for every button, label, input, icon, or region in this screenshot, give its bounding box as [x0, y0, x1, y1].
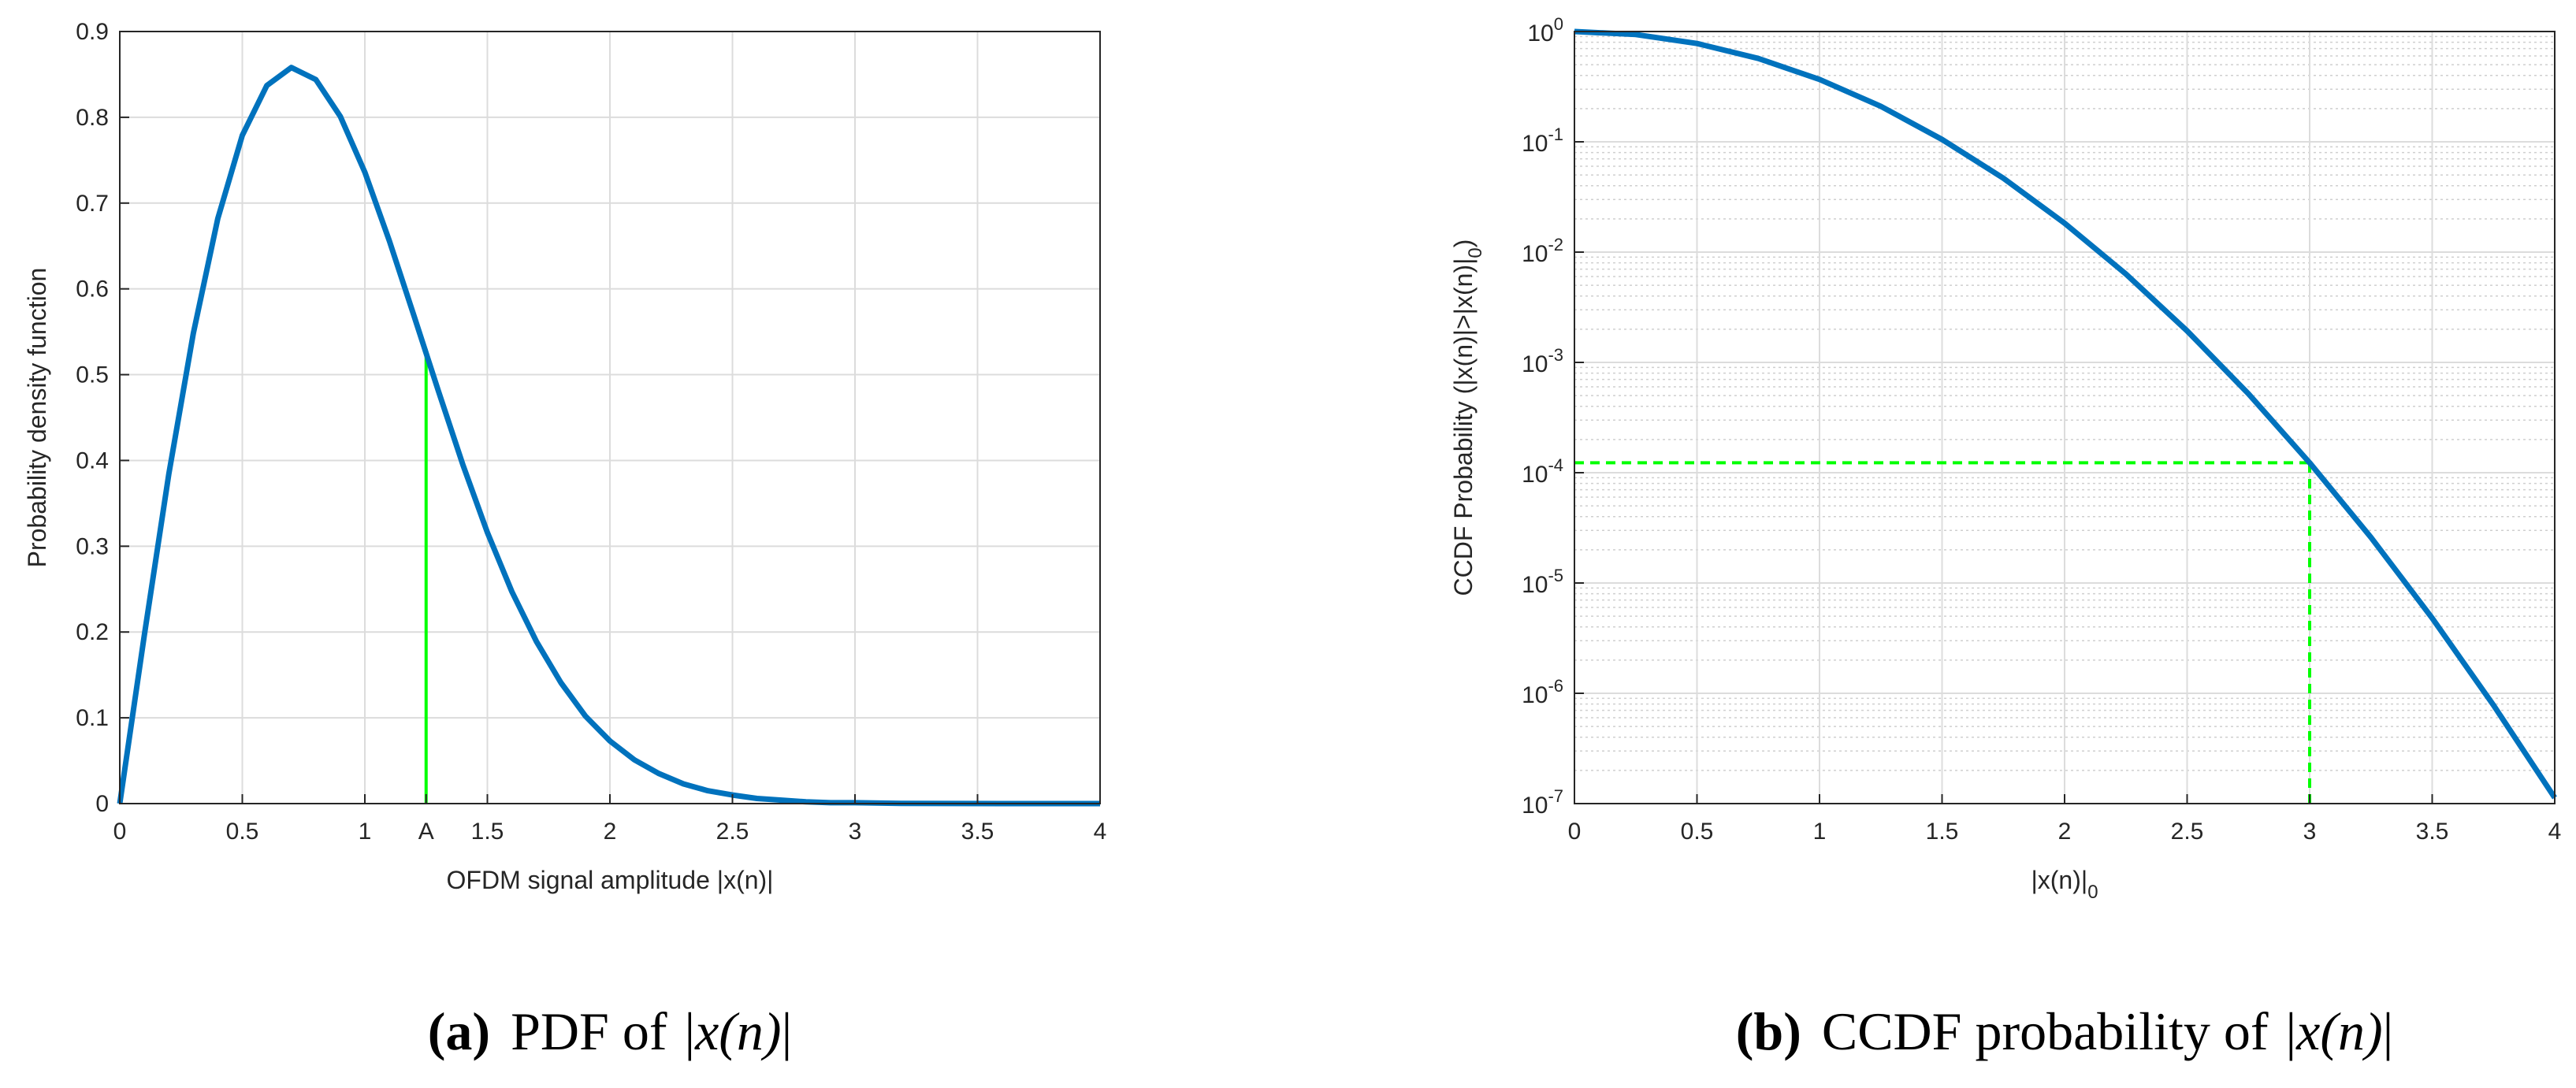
ccdf-x-tick-label: 1.5 [1926, 819, 1959, 845]
ccdf-y-tick-exponent: -7 [1548, 786, 1563, 806]
caption-a-math-right: | [782, 1001, 793, 1061]
pdf-y-tick-label: 0.5 [76, 362, 109, 388]
pdf-y-axis-label: Probability density function [23, 268, 51, 568]
ccdf-annotations [1574, 461, 2311, 804]
ccdf-y-tick-label: 10-2 [1522, 235, 1563, 267]
pdf-y-tick-label: 0.8 [76, 105, 109, 131]
caption-a-tag: (a) [428, 1001, 490, 1061]
ccdf-y-axis-label-suffix: ) [1449, 240, 1478, 248]
ccdf-y-tick-label: 100 [1527, 14, 1563, 46]
pdf-x-tick-label: 0.5 [226, 819, 259, 845]
ccdf-y-tick-label: 10-7 [1522, 786, 1563, 819]
ccdf-y-tick-base: 10 [1522, 241, 1548, 267]
pdf-x-tick-label: 3.5 [961, 819, 994, 845]
ccdf-x-tick-label: 1 [1813, 819, 1827, 845]
pdf-x-tick-label: 1 [359, 819, 372, 845]
ccdf-y-axis-label-subscript: 0 [1465, 247, 1486, 258]
pdf-x-tick-label: 2 [604, 819, 617, 845]
ccdf-x-tick-label: 3.5 [2416, 819, 2449, 845]
pdf-y-tick-label: 0.9 [76, 19, 109, 45]
ccdf-y-tick-label: 10-5 [1522, 566, 1563, 598]
pdf-y-tick-label: 0.4 [76, 447, 109, 473]
pdf-x-tick-label: 1.5 [471, 819, 504, 845]
ccdf-y-tick-exponent: -1 [1548, 124, 1563, 144]
ccdf-y-tick-label: 10-4 [1522, 455, 1563, 488]
ccdf-x-tick-label: 3 [2303, 819, 2317, 845]
ccdf-x-tick-label: 0.5 [1681, 819, 1714, 845]
ccdf-y-tick-exponent: -4 [1548, 455, 1563, 475]
ccdf-y-tick-label: 10-6 [1522, 676, 1563, 708]
pdf-x-tick-label: A [418, 819, 434, 845]
ccdf-y-tick-exponent: -2 [1548, 235, 1563, 254]
pdf-x-tick-label: 0 [113, 819, 127, 845]
caption-a-text: PDF of [511, 1001, 667, 1061]
caption-b-tag: (b) [1736, 1001, 1801, 1061]
ccdf-y-tick-base: 10 [1522, 462, 1548, 488]
pdf-curve [117, 65, 1100, 807]
ccdf-y-axis-label-main: CCDF Probability (|x(n)|>|x(n)| [1449, 258, 1478, 596]
caption-b-text: CCDF probability of [1822, 1001, 2269, 1061]
ccdf-y-tick-base: 10 [1522, 351, 1548, 377]
ccdf-gridlines [1574, 32, 2555, 804]
ccdf-x-axis-label-main: |x(n)| [2031, 866, 2087, 894]
ccdf-x-tick-label: 2.5 [2171, 819, 2204, 845]
caption-b-math-left: | [2286, 1001, 2297, 1061]
ccdf-y-tick-exponent: -3 [1548, 345, 1563, 365]
ccdf-x-axis-label: |x(n)|0 [2031, 866, 2098, 903]
ccdf-curve [1574, 28, 2557, 800]
ccdf-y-tick-exponent: 0 [1554, 14, 1563, 34]
ccdf-x-tick-label: 0 [1568, 819, 1582, 845]
ccdf-y-tick-exponent: -5 [1548, 566, 1563, 585]
caption-b-math: x(n) [2295, 1001, 2382, 1061]
caption-a-math-left: | [684, 1001, 695, 1061]
pdf-y-tick-label: 0.7 [76, 191, 109, 217]
pdf-y-tick-label: 0 [95, 791, 109, 817]
ccdf-y-axis-label: CCDF Probability (|x(n)|>|x(n)|0) [1449, 240, 1486, 596]
pdf-y-tick-label: 0.3 [76, 533, 109, 559]
pdf-gridlines [120, 32, 1100, 804]
pdf-y-tick-label: 0.6 [76, 277, 109, 303]
ccdf-y-tick-label: 10-1 [1522, 124, 1563, 157]
ccdf-x-axis-label-subscript: 0 [2087, 882, 2098, 903]
ccdf-x-tick-label: 2 [2058, 819, 2072, 845]
ccdf-y-tick-exponent: -6 [1548, 676, 1563, 696]
pdf-x-tick-label: 3 [849, 819, 862, 845]
ccdf-y-tick-base: 10 [1522, 131, 1548, 157]
pdf-y-tick-label: 0.2 [76, 619, 109, 645]
pdf-x-axis-label: OFDM signal amplitude |x(n)| [447, 866, 774, 894]
ccdf-x-tick-label: 4 [2548, 819, 2562, 845]
caption-b: (b) CCDF probability of |x(n)| [1736, 1001, 2394, 1061]
ccdf-y-tick-base: 10 [1522, 793, 1548, 819]
ccdf-y-tick-label: 10-3 [1522, 345, 1563, 377]
caption-b-math-right: | [2383, 1001, 2394, 1061]
caption-a-math: x(n) [694, 1001, 781, 1061]
caption-a: (a) PDF of |x(n)| [428, 1001, 792, 1061]
ccdf-y-tick-base: 10 [1522, 572, 1548, 598]
pdf-ticks: 0 0.5 1 A 1.5 2 2.5 3 3.5 4 0 0.1 0.2 0.3 0.4 0.5 0.6 0.7… [76, 19, 1106, 845]
pdf-y-tick-label: 0.1 [76, 705, 109, 731]
pdf-chart: 0 0.5 1 A 1.5 2 2.5 3 3.5 4 0 0.1 0.2 0.3 0.4 0.5 0.6 0.7… [23, 19, 1106, 894]
pdf-x-tick-label: 2.5 [716, 819, 749, 845]
ccdf-y-tick-base: 10 [1527, 20, 1553, 46]
ccdf-y-tick-base: 10 [1522, 682, 1548, 708]
pdf-x-tick-label: 4 [1094, 819, 1107, 845]
